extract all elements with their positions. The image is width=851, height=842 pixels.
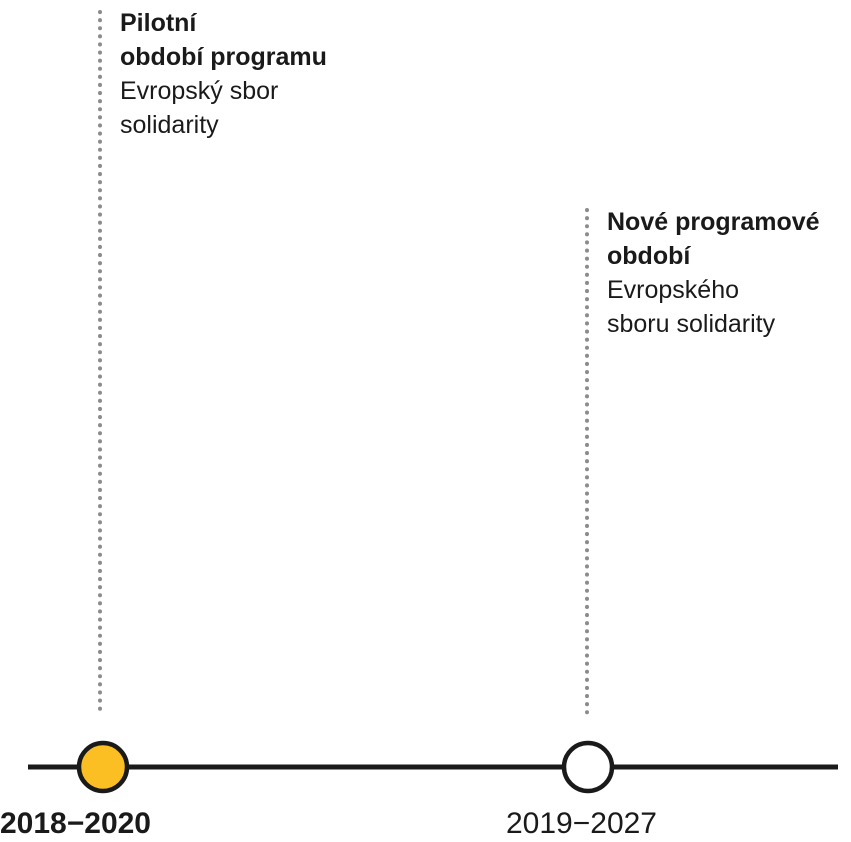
- milestone-1-heading: Pilotní období programu: [120, 9, 327, 71]
- milestone-2-date: 2019−2027: [506, 807, 657, 840]
- milestone-2-marker: [561, 740, 615, 794]
- milestone-2-heading: Nové programové období: [607, 208, 820, 270]
- milestone-1-date: 2018−2020: [0, 807, 151, 840]
- milestone-1-text: Pilotní období programu Evropský sbor so…: [120, 6, 400, 142]
- milestone-1-description: Evropský sbor solidarity: [120, 77, 279, 139]
- milestone-2-description: Evropského sboru solidarity: [607, 276, 776, 338]
- milestone-1-marker: [76, 740, 130, 794]
- milestone-2-text: Nové programové období Evropského sboru …: [607, 205, 847, 341]
